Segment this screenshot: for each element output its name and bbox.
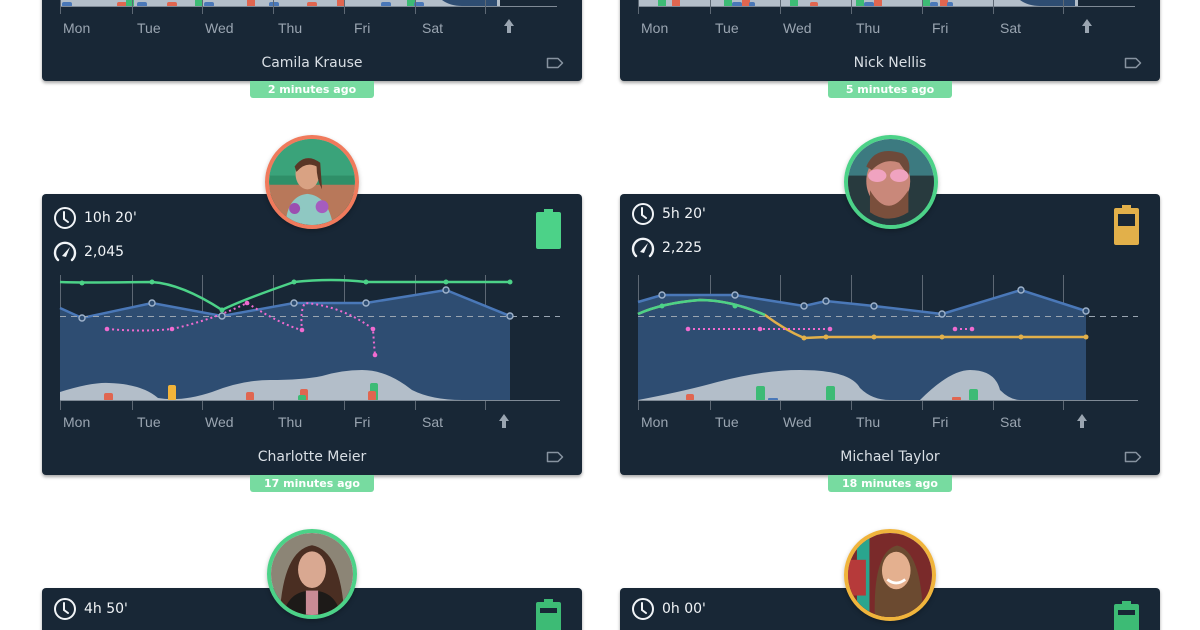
time-value: 10h 20' xyxy=(84,210,137,226)
svg-text:Wed: Wed xyxy=(783,414,812,430)
tag-icon[interactable] xyxy=(546,57,564,69)
tag-icon[interactable] xyxy=(1124,57,1142,69)
time-stat: 10h 20' xyxy=(53,206,137,230)
svg-text:Wed: Wed xyxy=(205,20,234,36)
svg-text:Thu: Thu xyxy=(856,414,880,430)
arrow-up-icon xyxy=(504,19,514,33)
tag-icon[interactable] xyxy=(1124,451,1142,463)
svg-text:Mon: Mon xyxy=(641,414,668,430)
activity-card-charlotte[interactable]: 10h 20' 2,045 xyxy=(42,135,582,475)
avatar[interactable] xyxy=(844,529,936,621)
steps-value: 2,225 xyxy=(662,240,703,256)
speedometer-icon xyxy=(53,241,77,262)
updated-badge: 17 minutes ago xyxy=(250,475,374,492)
activity-card-third-row-right[interactable]: 0h 00' xyxy=(620,529,1160,630)
day-labels: Mon Tue Wed Thu Fri Sat xyxy=(641,19,1092,36)
steps-stat: 2,225 xyxy=(631,236,702,260)
updated-badge: 2 minutes ago xyxy=(250,81,374,98)
activity-card-third-row-left[interactable]: 4h 50' xyxy=(42,529,582,630)
time-value: 4h 50' xyxy=(84,601,128,617)
svg-text:Sat: Sat xyxy=(422,20,443,36)
svg-text:Sat: Sat xyxy=(1000,414,1021,430)
svg-text:Tue: Tue xyxy=(137,20,161,36)
svg-text:Fri: Fri xyxy=(354,414,370,430)
card-name: Camila Krause xyxy=(261,55,363,71)
arrow-up-icon xyxy=(1082,19,1092,33)
avatar[interactable] xyxy=(265,135,359,229)
x-axis xyxy=(60,0,557,14)
svg-text:Fri: Fri xyxy=(932,20,948,36)
activity-chart: Mon Tue Wed Thu Fri Sat xyxy=(620,270,1160,430)
speedometer-icon xyxy=(631,237,655,258)
x-axis xyxy=(638,0,1135,14)
avatar[interactable] xyxy=(844,135,938,229)
time-stat: 4h 50' xyxy=(53,597,128,621)
time-value: 5h 20' xyxy=(662,206,706,222)
updated-badge: 5 minutes ago xyxy=(828,81,952,98)
tag-icon[interactable] xyxy=(546,451,564,463)
svg-text:Tue: Tue xyxy=(715,20,739,36)
clock-icon xyxy=(54,598,76,620)
svg-text:Mon: Mon xyxy=(63,414,90,430)
steps-stat: 2,045 xyxy=(53,240,124,264)
svg-text:Fri: Fri xyxy=(932,414,948,430)
battery-high-icon xyxy=(1114,601,1139,630)
day-labels: Mon Tue Wed Thu Fri Sat xyxy=(63,19,514,36)
time-stat: 5h 20' xyxy=(631,202,706,226)
svg-text:Thu: Thu xyxy=(856,20,880,36)
arrow-up-icon xyxy=(499,414,509,428)
card-name: Charlotte Meier xyxy=(257,449,367,465)
steps-value: 2,045 xyxy=(84,244,125,260)
clock-icon xyxy=(54,207,76,229)
updated-badge: 18 minutes ago xyxy=(828,475,952,492)
battery-full-icon xyxy=(536,209,561,249)
card-name: Michael Taylor xyxy=(840,449,940,465)
activity-card-camila[interactable]: Mon Tue Wed Thu Fri Sat Camila Krause xyxy=(42,0,582,81)
svg-text:Sat: Sat xyxy=(422,414,443,430)
svg-text:Thu: Thu xyxy=(278,20,302,36)
battery-high-icon xyxy=(536,599,561,630)
clock-icon xyxy=(632,598,654,620)
svg-text:Sat: Sat xyxy=(1000,20,1021,36)
svg-text:Wed: Wed xyxy=(205,414,234,430)
clock-icon xyxy=(632,203,654,225)
activity-card-nick[interactable]: Mon Tue Wed Thu Fri Sat Nick Nellis xyxy=(620,0,1160,81)
time-stat: 0h 00' xyxy=(631,597,706,621)
activity-chart: Mon Tue Wed Thu Fri Sat xyxy=(42,270,582,430)
activity-card-michael[interactable]: 5h 20' 2,225 xyxy=(620,135,1160,475)
svg-text:Tue: Tue xyxy=(137,414,161,430)
svg-text:Wed: Wed xyxy=(783,20,812,36)
svg-text:Mon: Mon xyxy=(63,20,90,36)
svg-text:Tue: Tue xyxy=(715,414,739,430)
avatar[interactable] xyxy=(267,529,357,619)
battery-medium-icon xyxy=(1114,205,1139,245)
time-value: 0h 00' xyxy=(662,601,706,617)
svg-text:Fri: Fri xyxy=(354,20,370,36)
arrow-up-icon xyxy=(1077,414,1087,428)
svg-text:Mon: Mon xyxy=(641,20,668,36)
card-name: Nick Nellis xyxy=(853,55,927,71)
svg-text:Thu: Thu xyxy=(278,414,302,430)
